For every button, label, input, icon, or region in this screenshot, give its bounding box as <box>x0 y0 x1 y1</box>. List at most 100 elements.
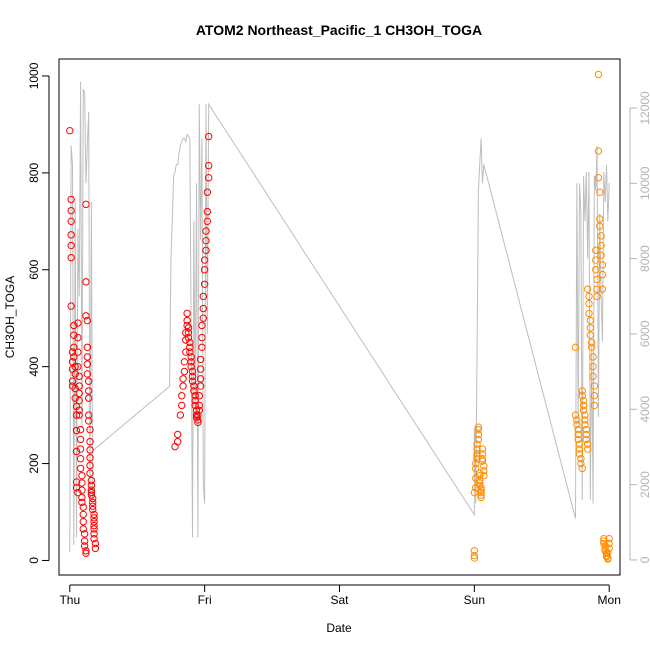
data-point-series-1 <box>176 411 185 419</box>
data-point-series-1 <box>83 353 92 361</box>
data-point-series-1 <box>90 510 98 519</box>
data-point-series-2 <box>600 534 608 543</box>
data-point-series-1 <box>178 401 186 410</box>
data-point-series-1 <box>67 206 75 215</box>
data-point-series-2 <box>592 266 600 274</box>
data-point-series-1 <box>173 438 182 446</box>
data-point-series-1 <box>196 355 205 364</box>
data-point-series-1 <box>87 481 96 490</box>
data-point-series-1 <box>195 401 203 410</box>
data-point-series-1 <box>203 207 212 216</box>
plot-frame <box>58 58 621 576</box>
data-point-series-1 <box>90 518 98 526</box>
y-tick-label: 1000 <box>27 62 41 89</box>
altitude-line <box>69 81 610 553</box>
data-point-series-1 <box>68 377 77 385</box>
data-point-series-1 <box>76 445 85 453</box>
y-tick-label: 200 <box>27 453 41 473</box>
data-point-series-1 <box>87 491 96 499</box>
data-point-series-2 <box>598 270 607 279</box>
data-point-series-2 <box>573 416 581 424</box>
data-point-series-1 <box>195 392 203 400</box>
data-point-series-2 <box>582 430 590 439</box>
data-point-series-2 <box>578 392 586 400</box>
data-point-series-2 <box>477 484 485 492</box>
data-point-series-2 <box>594 174 603 182</box>
data-point-series-1 <box>71 394 79 402</box>
data-point-series-2 <box>478 455 487 463</box>
y-tick-label: 800 <box>27 163 41 183</box>
data-point-series-1 <box>190 387 198 395</box>
data-point-series-1 <box>90 521 98 530</box>
data-point-series-1 <box>199 292 208 301</box>
data-point-series-1 <box>200 266 209 274</box>
data-point-series-2 <box>597 251 605 259</box>
data-point-series-1 <box>86 469 94 477</box>
data-point-series-2 <box>583 440 592 448</box>
data-point-series-2 <box>605 539 613 548</box>
data-point-series-1 <box>200 256 209 264</box>
data-point-series-2 <box>579 406 588 414</box>
x-tick-label: Fri <box>198 593 212 607</box>
data-point-series-1 <box>84 387 93 395</box>
data-point-series-1 <box>188 377 197 385</box>
data-point-series-2 <box>473 450 481 458</box>
data-point-series-1 <box>194 418 202 427</box>
altitude-line-layer <box>69 81 610 553</box>
data-point-series-1 <box>84 394 93 402</box>
data-point-series-2 <box>578 387 586 395</box>
y-tick-label: 600 <box>27 259 41 279</box>
data-point-series-1 <box>84 411 93 419</box>
data-point-series-1 <box>204 132 213 141</box>
data-point-series-1 <box>191 392 199 400</box>
data-point-series-1 <box>82 547 90 555</box>
data-point-series-2 <box>586 316 595 325</box>
data-point-series-1 <box>202 246 210 255</box>
data-point-series-2 <box>470 554 479 562</box>
data-point-series-2 <box>473 440 481 448</box>
data-point-series-1 <box>90 534 98 543</box>
data-point-series-2 <box>474 423 483 431</box>
data-point-series-1 <box>195 406 203 414</box>
data-point-series-1 <box>186 348 194 356</box>
data-point-series-1 <box>76 455 85 463</box>
data-point-series-1 <box>82 278 90 286</box>
data-point-series-1 <box>203 188 212 196</box>
data-point-series-2 <box>476 471 484 480</box>
y-axis-label: CH3OH_TOGA <box>3 276 17 358</box>
data-point-series-2 <box>476 476 484 485</box>
data-point-series-1 <box>86 438 94 446</box>
data-point-series-2 <box>476 469 484 477</box>
data-point-series-1 <box>83 370 92 378</box>
data-point-series-2 <box>579 401 588 410</box>
data-point-series-2 <box>581 421 589 429</box>
data-point-series-1 <box>71 362 79 371</box>
data-point-series-1 <box>196 382 205 390</box>
data-point-series-1 <box>72 447 81 456</box>
data-point-series-1 <box>74 319 82 327</box>
data-point-series-1 <box>179 375 187 383</box>
data-point-series-2 <box>575 445 584 453</box>
data-point-series-1 <box>75 396 83 405</box>
y2-tick-label: 10000 <box>638 166 650 200</box>
data-point-series-2 <box>592 246 600 255</box>
data-point-series-1 <box>179 382 187 390</box>
data-point-series-2 <box>596 188 604 196</box>
data-point-series-1 <box>194 416 202 424</box>
data-point-series-1 <box>74 488 82 497</box>
data-point-series-2 <box>582 425 590 434</box>
data-point-series-1 <box>67 253 75 262</box>
data-point-series-2 <box>574 435 582 444</box>
data-point-series-1 <box>198 333 206 342</box>
data-point-series-1 <box>86 461 94 470</box>
data-point-series-1 <box>180 367 189 376</box>
data-point-series-1 <box>186 343 194 351</box>
data-point-series-2 <box>478 457 487 465</box>
data-point-series-2 <box>480 462 488 470</box>
data-point-series-2 <box>478 445 487 453</box>
data-point-series-1 <box>182 348 190 356</box>
data-point-series-2 <box>477 491 485 499</box>
data-point-series-1 <box>186 338 194 347</box>
data-point-series-1 <box>191 396 199 405</box>
data-point-series-1 <box>74 333 82 342</box>
